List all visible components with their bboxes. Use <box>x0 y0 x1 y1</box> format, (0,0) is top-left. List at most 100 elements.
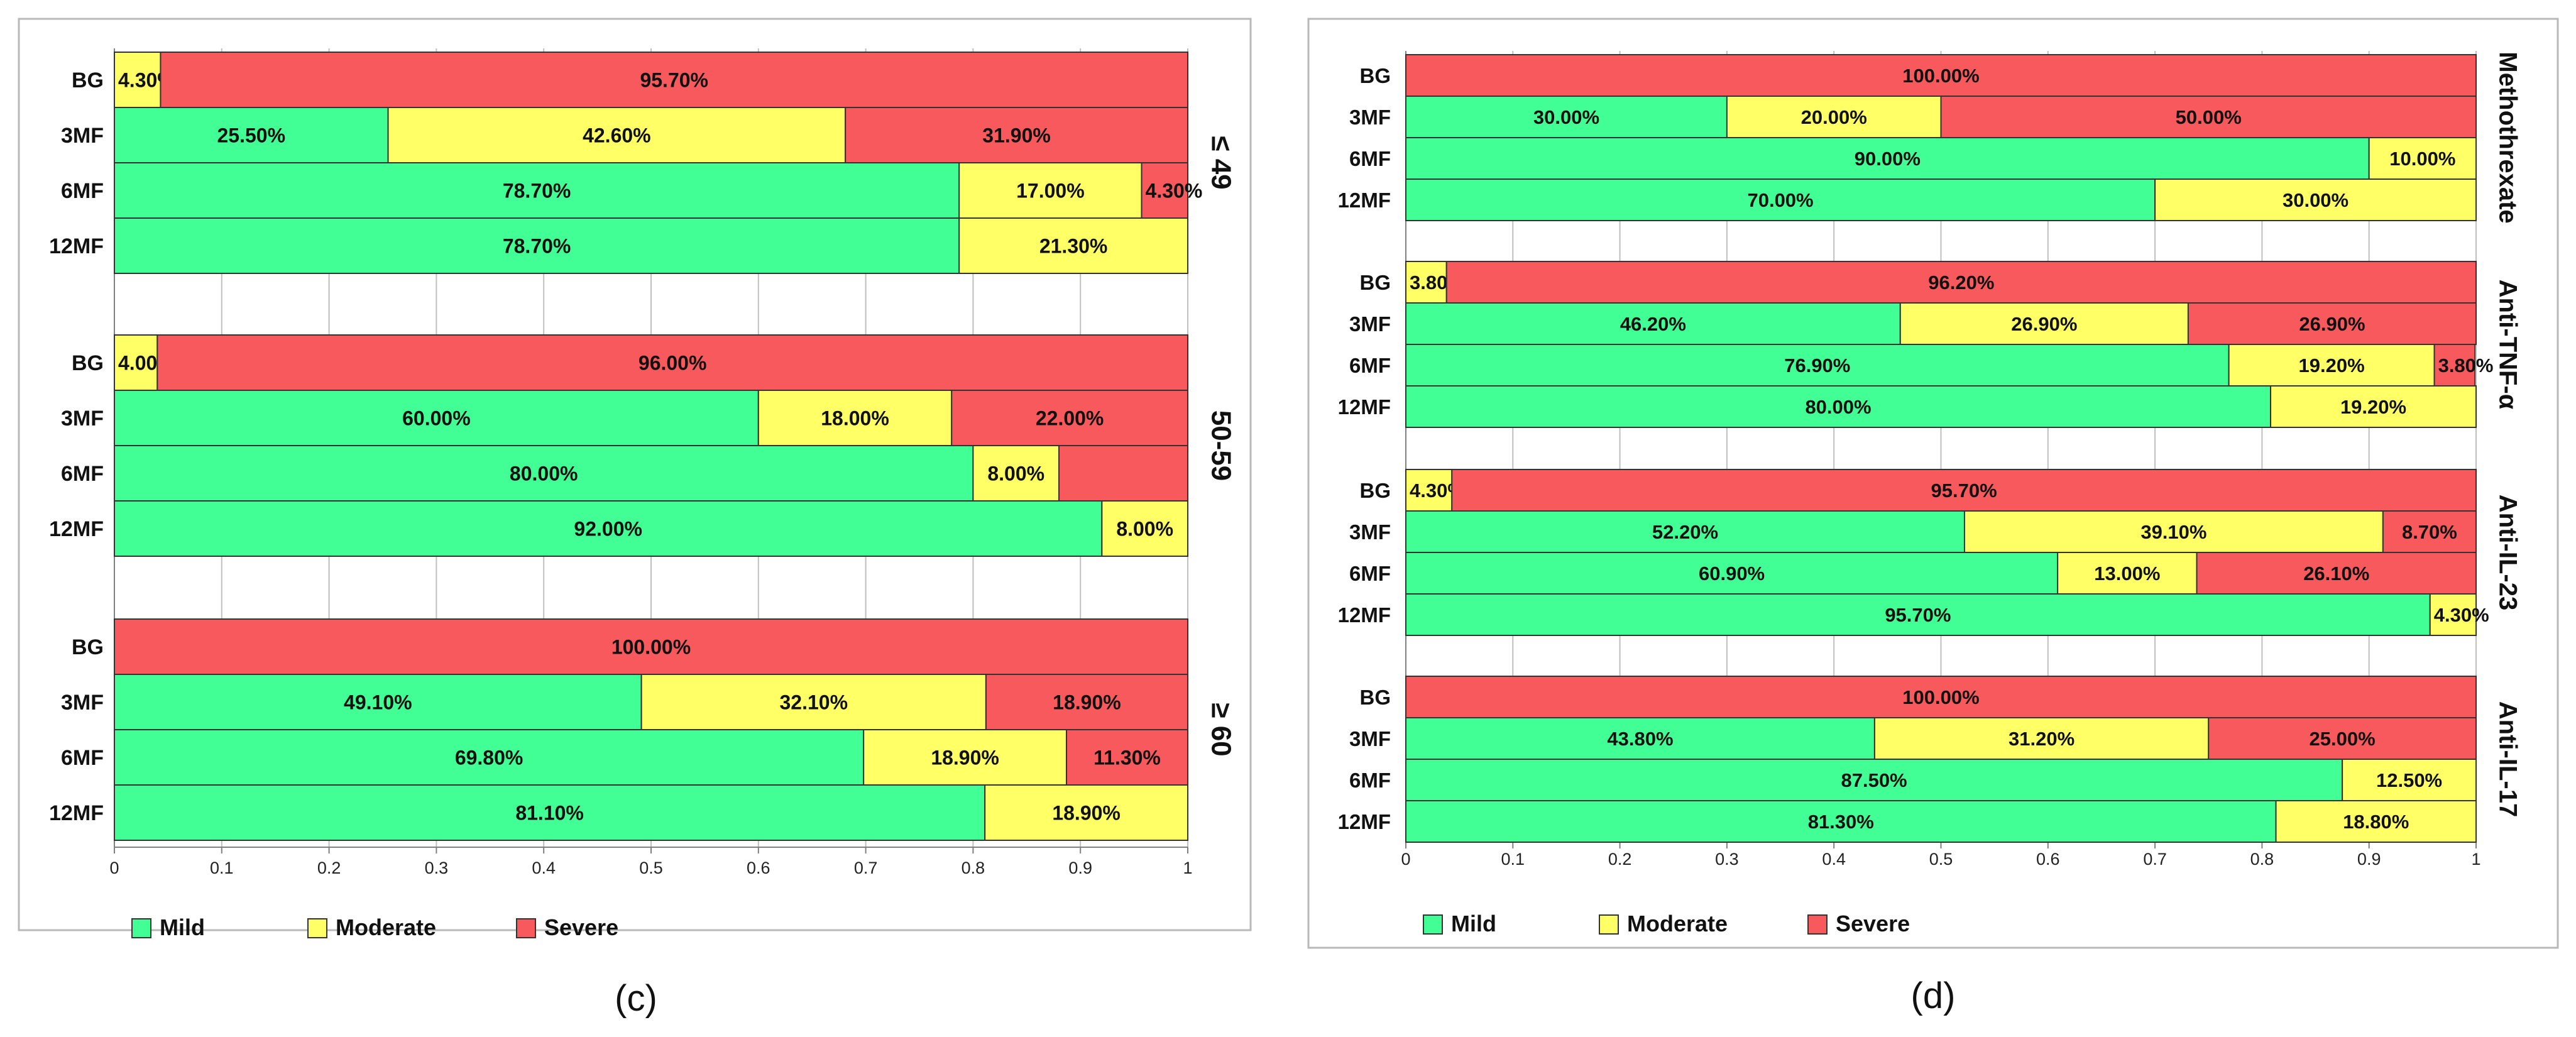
legend-swatch-severe <box>1807 914 1828 935</box>
bar-segment-severe <box>985 674 1188 730</box>
group-label: Methothrexate <box>2494 52 2521 223</box>
data-label: 19.20% <box>2340 396 2406 418</box>
x-tick-label: 0 <box>109 859 119 877</box>
data-label: 42.60% <box>583 124 651 147</box>
bar-segment-severe <box>1451 469 2477 512</box>
data-label: 70.00% <box>1747 189 1813 211</box>
category-label: 12MF <box>1338 395 1391 419</box>
data-label: 43.80% <box>1607 728 1673 750</box>
x-tick-label: 0 <box>1401 850 1410 869</box>
x-tick-label: 0.9 <box>1068 859 1092 877</box>
data-label: 26.10% <box>2303 562 2369 584</box>
legend-label: Severe <box>544 914 618 940</box>
data-label: 95.70% <box>1931 480 1997 502</box>
bar-segment-mild <box>1405 759 2343 801</box>
x-tick-label: 0.8 <box>962 859 985 877</box>
category-label: 6MF <box>61 746 104 770</box>
x-tick-label: 0.5 <box>1929 850 1953 869</box>
data-label: 87.50% <box>1841 769 1907 791</box>
chart-panel-c: 0 0.1 0.2 0.3 0.4 0.5 0.6 0.7 0.8 0.9 1 BG 4.30% 95.7… <box>18 18 1252 1019</box>
x-tick-label: 1 <box>2471 850 2480 869</box>
category-label: 3MF <box>1349 520 1391 544</box>
group-label: 50-59 <box>1205 410 1236 481</box>
bar-segment-moderate <box>1726 96 1942 138</box>
data-label: 20.00% <box>1801 106 1867 128</box>
bar-segment-severe <box>160 52 1189 108</box>
data-label: 39.10% <box>2140 521 2206 543</box>
bar-segment-moderate <box>1899 302 2189 345</box>
category-label: 12MF <box>49 517 104 541</box>
bar-segment-severe <box>2187 302 2477 345</box>
data-label: 22.00% <box>1036 407 1104 430</box>
data-label: 92.00% <box>574 518 642 540</box>
bar-segment-moderate <box>640 674 987 730</box>
data-label: 26.90% <box>2011 313 2077 335</box>
legend: Mild Moderate Severe <box>1423 911 1910 936</box>
bar-segment-severe <box>951 390 1188 446</box>
data-label: 10.00% <box>2389 148 2455 170</box>
bar-segment-moderate <box>757 390 953 446</box>
bar-segment-mild <box>1405 302 1901 345</box>
legend-label: Moderate <box>336 914 436 940</box>
data-label: 4.30% <box>1146 180 1203 202</box>
category-label: BG <box>1360 479 1391 502</box>
data-label: 8.70% <box>2402 521 2457 543</box>
data-label: 13.00% <box>2094 562 2160 584</box>
x-tick-label: 0.1 <box>1501 850 1525 869</box>
bar-segment-severe <box>1445 261 2477 304</box>
bar-segment-moderate <box>984 784 1188 841</box>
data-label: 100.00% <box>1902 65 1979 87</box>
x-tick-label: 0.1 <box>210 859 234 877</box>
bar-segment-mild <box>1405 717 1875 760</box>
data-label: 46.20% <box>1620 313 1686 335</box>
bar-segment-mild <box>1405 593 2431 636</box>
x-tick-label: 1 <box>1183 859 1192 877</box>
category-label: 6MF <box>1349 147 1391 170</box>
legend-swatch-mild <box>131 918 151 938</box>
legend: Mild Moderate Severe <box>131 914 618 940</box>
data-label: 11.30% <box>1093 747 1161 769</box>
bar-group: BG 4.00% 96.00%3MF 60.00% 18.00% 22.00%6MF 80.… <box>49 334 1236 557</box>
data-label: 31.90% <box>982 124 1051 147</box>
data-label: 18.80% <box>2343 811 2409 833</box>
category-label: 3MF <box>1349 106 1391 129</box>
data-label: 3.80% <box>2438 354 2494 376</box>
bar-segment-mild <box>114 107 389 163</box>
bar-segment-severe <box>156 334 1189 391</box>
panel-caption: (d) <box>1911 975 1956 1016</box>
bar-segment-severe <box>1141 162 1189 219</box>
bar-segment-mild <box>1405 385 2272 428</box>
group-label: ≥ 60 <box>1205 703 1236 756</box>
x-tick-label: 0.3 <box>1715 850 1739 869</box>
x-tick-label: 0.2 <box>317 859 341 877</box>
data-label: 78.70% <box>503 235 571 258</box>
bar-segment-mild <box>114 162 960 219</box>
bar-segment-mild <box>114 500 1103 557</box>
category-label: BG <box>1360 64 1391 87</box>
data-label: 30.00% <box>2283 189 2349 211</box>
x-tick-label: 0.4 <box>1822 850 1846 869</box>
data-label: 96.20% <box>1928 272 1994 294</box>
group-label: Anti-IL-17 <box>2494 701 2521 817</box>
bar-segment-severe <box>114 618 1188 675</box>
category-label: 12MF <box>1338 810 1391 833</box>
category-label: 3MF <box>61 407 104 431</box>
x-tick-label: 0.9 <box>2357 850 2381 869</box>
data-label: 80.00% <box>510 463 578 485</box>
data-label: 17.00% <box>1016 180 1085 202</box>
bar-segment-moderate <box>1405 261 1447 304</box>
group-label: ≤ 49 <box>1205 136 1236 189</box>
category-label: BG <box>1360 686 1391 709</box>
data-label: 69.80% <box>455 747 523 769</box>
bar-segment-severe <box>2196 552 2477 595</box>
x-tick-label: 0.2 <box>1608 850 1632 869</box>
category-label: 6MF <box>1349 562 1391 585</box>
bar-segment-moderate <box>2228 344 2435 387</box>
bar-segment-moderate <box>2154 178 2477 221</box>
bar-segment-moderate <box>2275 800 2477 843</box>
category-label: BG <box>72 351 104 375</box>
bar-segment-severe <box>1058 445 1189 502</box>
bar-segment-mild <box>114 217 960 274</box>
data-label: 96.00% <box>639 352 707 375</box>
